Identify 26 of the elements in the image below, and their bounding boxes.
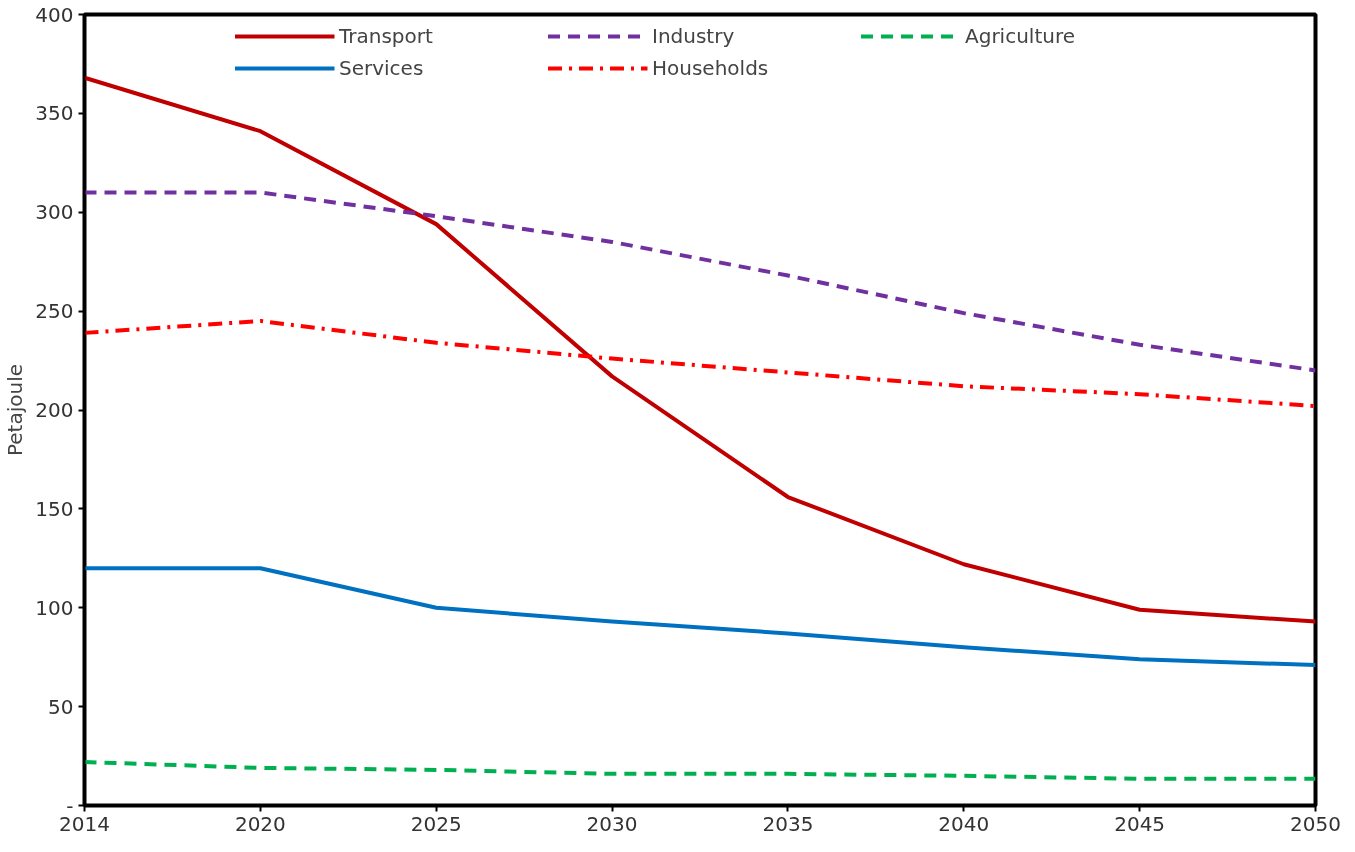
line-series <box>84 759 1316 781</box>
legend-label: Industry <box>652 24 736 48</box>
x-tick-label: 2040 <box>938 811 990 836</box>
x-tick-label: 2045 <box>1114 811 1166 836</box>
y-tick-label: 100 <box>35 595 74 620</box>
line-series <box>84 190 1316 373</box>
x-tick-label: 2030 <box>586 811 638 836</box>
y-tick-label: 350 <box>35 101 74 126</box>
x-tick-label: 2050 <box>1290 811 1341 836</box>
line-series <box>84 566 1316 668</box>
x-tick-label: 2020 <box>234 811 286 836</box>
y-axis-title: Petajoule <box>3 363 28 457</box>
y-tick-label: 150 <box>35 496 74 521</box>
x-tick-label: 2035 <box>762 811 814 836</box>
legend-label: Services <box>339 56 425 80</box>
x-tick-label: 2025 <box>410 811 462 836</box>
y-tick-label: 400 <box>35 2 74 27</box>
line-series <box>84 75 1316 624</box>
legend-label: Transport <box>339 24 434 48</box>
legend-label: Agriculture <box>965 24 1076 48</box>
y-tick-label: 200 <box>35 398 74 422</box>
y-tick-label: 300 <box>35 200 74 225</box>
y-tick-label: 50 <box>48 694 74 719</box>
line-series <box>84 319 1316 409</box>
y-tick-label: 250 <box>35 299 74 324</box>
legend-label: Households <box>652 56 770 80</box>
